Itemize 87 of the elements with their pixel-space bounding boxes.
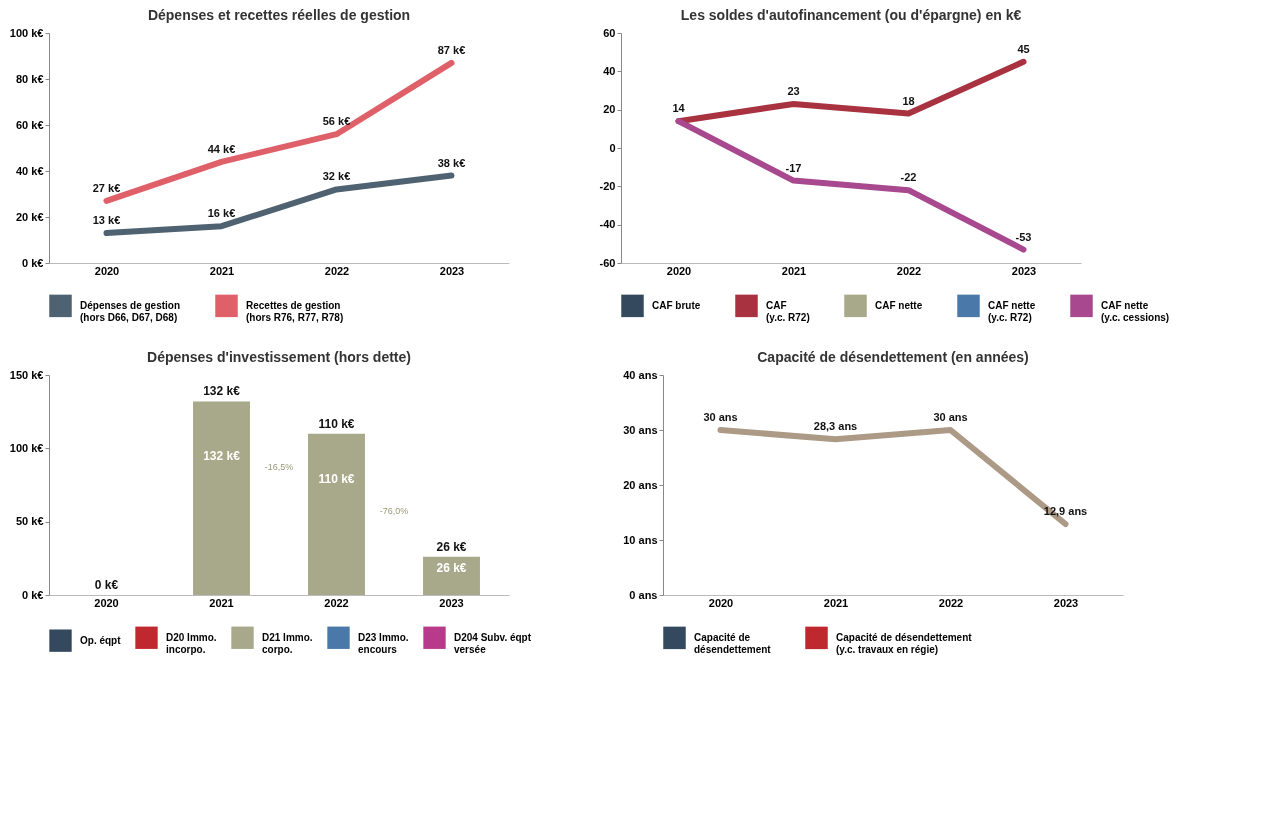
x-tick-label: 2021 [209,264,235,277]
data-label: 26 k€ [436,560,467,575]
data-label: -22 [900,171,917,184]
x-tick-label: 2021 [209,596,234,609]
y-tick-label: 20 ans [623,478,658,491]
x-tick-label: 2023 [439,264,465,277]
data-label: 132 k€ [203,448,241,463]
annotation: -76,0% [379,506,409,517]
x-tick-label: 2022 [896,264,922,277]
y-tick-label: 50 k€ [15,515,44,528]
data-label: 27 k€ [92,181,121,194]
legend-label: CAF nette [875,299,923,311]
y-tick-label: 100 k€ [9,441,44,454]
data-label: 30 ans [933,411,968,423]
x-tick-label: 2022 [324,596,349,609]
data-label: 12,9 ans [1043,505,1088,518]
total-label: 132 k€ [203,384,241,399]
chart-title: Capacité de désendettement (en années) [757,349,1029,365]
bar [423,556,480,595]
x-tick-label: 2023 [439,596,464,609]
data-label: 23 [787,84,800,97]
legend-label: CAF brute [652,299,701,311]
data-label: -53 [1015,230,1032,243]
x-tick-label: 2022 [938,596,964,609]
y-tick-label: 30 ans [623,423,658,436]
data-label: 13 k€ [92,214,121,227]
y-tick-label: 40 ans [623,368,658,381]
data-label: 38 k€ [437,156,466,169]
x-tick-label: 2021 [781,264,807,277]
y-tick-label: 100 k€ [9,26,44,39]
y-tick-label: 40 [603,64,616,77]
total-label: 26 k€ [436,539,467,554]
data-label: 32 k€ [322,170,351,183]
legend-label: D21 Immo. corpo. [262,631,313,655]
legend-label: D23 Immo. encours [358,631,409,655]
legend-label: CAF (y.c. R72) [766,299,810,323]
y-tick-label: 0 k€ [22,256,44,269]
x-tick-label: 2021 [823,596,849,609]
y-tick-label: -20 [599,179,616,192]
y-tick-label: 80 k€ [15,72,44,85]
legend-label: Capacité de désendettement [694,631,772,655]
y-tick-label: 0 ans [629,588,658,601]
legend-label: D204 Subv. éqpt versée [454,631,532,655]
data-label: 44 k€ [207,142,236,155]
chart-title: Les soldes d'autofinancement (ou d'épargne) en k€ [680,7,1022,23]
data-label: 18 [902,94,915,107]
y-tick-label: 20 k€ [15,210,44,223]
legend-label: Recettes de gestion (hors R76, R77, R78) [246,299,344,323]
x-tick-label: 2023 [1011,264,1037,277]
data-label: 110 k€ [318,471,355,486]
bar [308,433,365,595]
annotation: -16,5% [264,462,294,473]
total-label: 110 k€ [318,416,355,431]
data-label: 45 [1017,42,1030,55]
y-tick-label: -40 [599,218,616,231]
chart-title: Dépenses et recettes réelles de gestion [147,7,411,23]
y-tick-label: 0 [609,141,616,154]
x-tick-label: 2020 [666,264,692,277]
data-label: 30 ans [703,411,738,423]
y-tick-label: 20 [603,103,616,116]
legend-label: CAF nette (y.c. cessions) [1101,299,1170,323]
legend-label: D20 Immo. incorpo. [166,631,217,655]
y-tick-label: 40 k€ [15,164,44,177]
bar [193,401,250,595]
legend-label: Dépenses de gestion (hors D66, D67, D68) [80,299,181,323]
y-tick-label: 60 k€ [15,118,44,131]
x-tick-label: 2020 [94,264,120,277]
data-label: 28,3 ans [813,420,858,433]
x-tick-label: 2023 [1053,596,1079,609]
data-label: 14 [672,102,686,115]
data-label: -17 [785,161,802,174]
y-tick-label: 0 k€ [22,588,44,601]
data-label: 56 k€ [322,115,351,128]
x-tick-label: 2022 [324,264,350,277]
data-label: 87 k€ [437,43,466,56]
y-tick-label: 150 k€ [9,368,44,381]
total-label: 0 k€ [94,578,119,592]
chart-title: Dépenses d'investissement (hors dette) [147,349,411,365]
y-tick-label: -60 [599,256,616,269]
x-tick-label: 2020 [94,596,119,609]
y-tick-label: 60 [603,26,616,39]
legend-label: CAF nette (y.c. R72) [988,299,1036,323]
legend-label: Capacité de désendettement (y.c. travaux en régie) [836,631,973,655]
data-label: 16 k€ [207,207,236,220]
y-tick-label: 10 ans [623,533,658,546]
x-tick-label: 2020 [708,596,734,609]
legend-label: Op. éqpt [80,634,122,646]
